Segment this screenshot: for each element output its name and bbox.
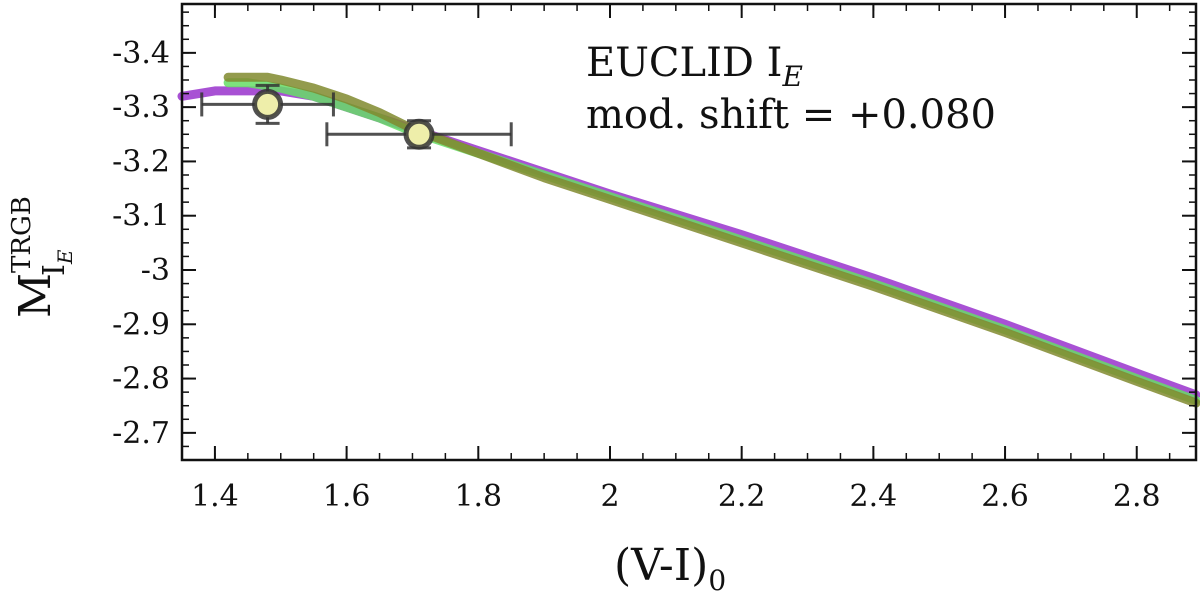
data-point-2	[325, 118, 513, 150]
x-tick-label: 2.2	[718, 479, 766, 514]
points-layer	[200, 83, 513, 150]
annotation-survey: EUCLID IE	[586, 40, 803, 93]
data-point-marker	[252, 88, 284, 120]
x-tick-label: 2.6	[981, 479, 1029, 514]
y-tick-label: -3.4	[112, 36, 170, 71]
x-tick-label: 1.4	[191, 479, 239, 514]
y-tick-label: -2.9	[112, 307, 170, 342]
y-tick-label: -2.8	[112, 362, 170, 397]
x-axis-title-subscript: 0	[708, 564, 726, 594]
x-tick-label: 2.8	[1113, 479, 1161, 514]
y-tick-label: -3.2	[112, 144, 170, 179]
plot-frame	[180, 2, 1198, 462]
data-point-marker	[403, 118, 435, 150]
x-tick-label: 1.6	[323, 479, 371, 514]
x-tick-label: 2	[600, 479, 619, 514]
annotation-shift: mod. shift = +0.080	[586, 92, 996, 138]
x-axis-title: (V-I)0	[614, 540, 726, 594]
svg-text:MTRGBIE: MTRGBIE	[7, 196, 77, 318]
y-tick-label: -2.7	[112, 416, 170, 451]
series-line-3	[223, 72, 1200, 408]
y-axis-title: MTRGBIE	[7, 196, 77, 318]
y-tick-label: -3.3	[112, 90, 170, 125]
y-tick-label: -3	[141, 253, 170, 288]
y-tick-label: -3.1	[112, 199, 170, 234]
x-tick-label: 1.8	[454, 479, 502, 514]
ticks-layer: 1.4 1.6 1.8 2 2.2 2.4 2.6 2.8 -2.7 -2.8 -2.9 -3 -3.1…	[112, 4, 1196, 514]
annotation-survey-subscript: E	[781, 60, 802, 93]
x-tick-label: 2.4	[850, 479, 898, 514]
data-point-1	[200, 83, 335, 125]
